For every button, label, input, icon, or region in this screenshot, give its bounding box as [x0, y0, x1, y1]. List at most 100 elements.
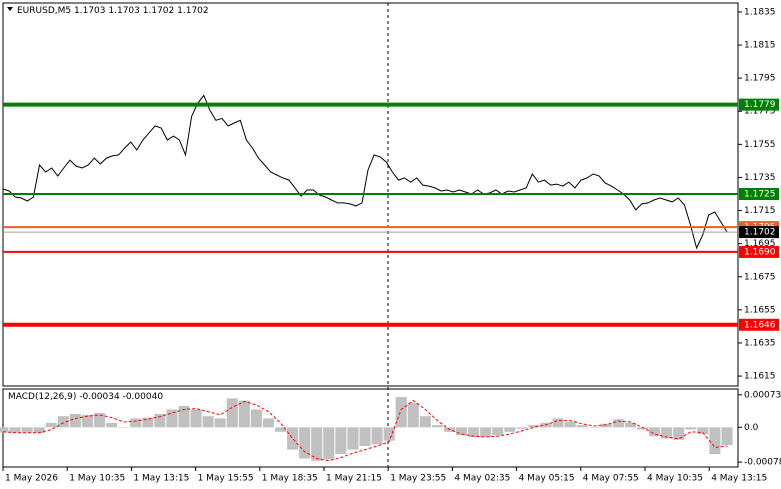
histogram-bar — [407, 402, 419, 428]
histogram-bar — [419, 416, 431, 428]
y-tick-label: 1.1635 — [744, 338, 776, 348]
histogram-bar — [0, 427, 9, 433]
y-tick-label: 0.0 — [744, 423, 759, 433]
y-tick-label: 1.1715 — [744, 206, 776, 216]
histogram-bar — [637, 427, 649, 430]
histogram-bar — [697, 427, 709, 435]
histogram-bar — [33, 427, 45, 434]
histogram-bar — [347, 427, 359, 450]
y-tick-label: 1.1835 — [744, 7, 776, 17]
signal-line — [2, 399, 728, 462]
histogram-bar — [456, 427, 468, 436]
level-label: 1.1779 — [744, 100, 776, 110]
histogram-bar — [612, 419, 624, 428]
chart-title: EURUSD,M5 1.1703 1.1703 1.1702 1.1702 — [17, 6, 209, 16]
x-tick-label: 1 May 18:35 — [262, 474, 318, 484]
histogram-bar — [576, 425, 588, 428]
histogram-bar — [299, 427, 311, 459]
histogram-bar — [142, 417, 154, 428]
symbol: EURUSD,M5 — [17, 6, 71, 16]
y-tick-label: 1.1815 — [744, 41, 776, 51]
histogram-bar — [564, 421, 576, 428]
level-label: 1.1725 — [744, 190, 776, 200]
histogram-bar — [57, 416, 69, 428]
histogram-bar — [480, 427, 492, 438]
histogram-bar — [214, 418, 226, 428]
level-label: 1.1646 — [744, 320, 776, 330]
menu-icon — [7, 7, 13, 11]
histogram-bar — [661, 427, 673, 439]
y-tick-label: 1.1795 — [744, 74, 776, 84]
histogram-bar — [468, 427, 480, 438]
x-tick-label: 1 May 10:35 — [69, 474, 125, 484]
histogram-bar — [94, 413, 106, 428]
macd-name: MACD(12,26,9) — [8, 392, 76, 402]
signal-value: -0.00040 — [123, 392, 164, 402]
histogram-bar — [287, 427, 299, 450]
x-tick-label: 1 May 13:15 — [133, 474, 189, 484]
histogram-bar — [118, 427, 130, 428]
histogram-bar — [721, 427, 733, 446]
bid-label: 1.1702 — [744, 228, 776, 238]
histogram-bar — [130, 418, 142, 428]
histogram-bar — [154, 413, 166, 428]
x-tick-label: 1 May 21:15 — [326, 474, 382, 484]
histogram-bar — [45, 422, 57, 428]
histogram-bar — [226, 398, 238, 428]
histogram-bar — [238, 400, 250, 428]
macd-value: -0.00034 — [79, 392, 120, 402]
histogram-bar — [673, 427, 685, 440]
histogram-bar — [106, 422, 118, 428]
histogram-bar — [552, 418, 564, 428]
y-tick-label: 1.1735 — [744, 173, 776, 183]
histogram-bar — [504, 427, 516, 432]
y-tick-label: 1.1615 — [744, 372, 776, 382]
histogram-bar — [371, 427, 383, 445]
histogram-bar — [588, 427, 600, 428]
histogram-bar — [323, 427, 335, 460]
low: 1.1702 — [143, 6, 175, 16]
histogram-bar — [275, 427, 287, 432]
x-tick-label: 4 May 10:35 — [647, 474, 703, 484]
y-tick-label: -0.00078 — [744, 458, 781, 468]
level-box — [739, 318, 779, 331]
x-tick-label: 1 May 23:55 — [390, 474, 446, 484]
histogram-bar — [335, 427, 347, 455]
histogram-bar — [202, 416, 214, 428]
histogram-bar — [359, 427, 371, 447]
y-tick-label: 1.1755 — [744, 140, 776, 150]
level-box — [739, 245, 779, 258]
x-tick-label: 1 May 15:55 — [198, 474, 254, 484]
macd-title: MACD(12,26,9) -0.00034 -0.00040 — [8, 392, 163, 402]
x-tick-label: 4 May 02:35 — [454, 474, 510, 484]
histogram-bar — [166, 409, 178, 428]
histogram-bar — [262, 418, 274, 428]
histogram-bar — [21, 427, 33, 433]
histogram-bar — [69, 413, 81, 428]
price-line — [2, 94, 728, 250]
histogram-bar — [250, 409, 262, 428]
histogram-bar — [190, 409, 202, 428]
level-box — [739, 188, 779, 201]
level-box — [739, 98, 779, 111]
y-tick-label: 1.1695 — [744, 239, 776, 249]
y-tick-label: 1.1655 — [744, 305, 776, 315]
histogram-bar — [709, 427, 721, 455]
histogram-bar — [81, 414, 93, 428]
high: 1.1703 — [108, 6, 140, 16]
histogram-bar — [492, 427, 504, 436]
histogram-bar — [528, 425, 540, 428]
y-tick-label: 1.1675 — [744, 272, 776, 282]
histogram-bar — [311, 427, 323, 461]
x-tick-label: 1 May 2026 — [5, 474, 58, 484]
close: 1.1702 — [177, 6, 209, 16]
histogram-bar — [685, 427, 697, 430]
y-tick-label: 0.00073 — [744, 390, 781, 400]
y-tick-label: 1.1775 — [744, 107, 776, 117]
histogram-bar — [178, 405, 190, 428]
histogram-bar — [516, 427, 528, 429]
x-tick-label: 4 May 07:55 — [583, 474, 639, 484]
